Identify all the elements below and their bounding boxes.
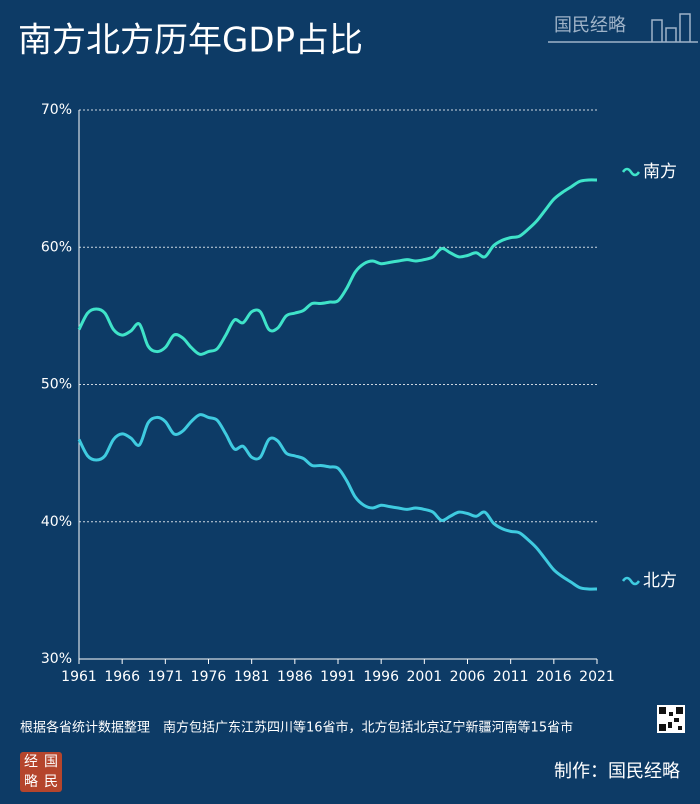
- chart-title: 南方北方历年GDP占比: [18, 21, 363, 61]
- x-tick-label: 1976: [191, 669, 227, 685]
- x-tick-label: 2001: [407, 669, 443, 685]
- y-tick-label: 40%: [41, 514, 72, 530]
- x-tick-label: 1961: [61, 669, 97, 685]
- logo: 国民经略: [548, 13, 698, 43]
- x-tick-label: 1971: [148, 669, 184, 685]
- note: 根据各省统计数据整理 南方包括广东江苏四川等16省市，北方包括北京辽宁新疆河南等…: [20, 720, 573, 736]
- x-tick-label: 1966: [104, 669, 140, 685]
- y-tick-label: 70%: [41, 102, 72, 118]
- x-tick-label: 1986: [277, 669, 313, 685]
- logo-icon: [548, 13, 698, 43]
- seal: 经 国 略 民: [20, 752, 62, 792]
- x-tick-label: 2011: [493, 669, 529, 685]
- series-label: 南方: [643, 162, 677, 182]
- x-tick-label: 1991: [320, 669, 356, 685]
- seal-char: 略: [24, 774, 38, 790]
- y-tick-label: 50%: [41, 377, 72, 393]
- seal-char: 国: [44, 754, 58, 770]
- seal-char: 经: [24, 754, 38, 770]
- x-tick-label: 1981: [234, 669, 270, 685]
- series-line: [77, 413, 598, 591]
- series-label: 北方: [643, 571, 677, 591]
- logo-text: 国民经略: [554, 15, 626, 36]
- seal-char: 民: [44, 774, 58, 790]
- x-tick-label: 2021: [579, 669, 615, 685]
- series-line: [77, 178, 598, 356]
- x-tick-label: 2016: [536, 669, 572, 685]
- credit: 制作：国民经略: [554, 761, 680, 782]
- x-tick-label: 1996: [363, 669, 399, 685]
- legend-symbol: [621, 576, 641, 586]
- y-tick-label: 60%: [41, 239, 72, 255]
- qr-code: [657, 705, 685, 733]
- legend-symbol: [621, 167, 641, 177]
- y-tick-label: 30%: [41, 651, 72, 667]
- x-tick-label: 2006: [450, 669, 486, 685]
